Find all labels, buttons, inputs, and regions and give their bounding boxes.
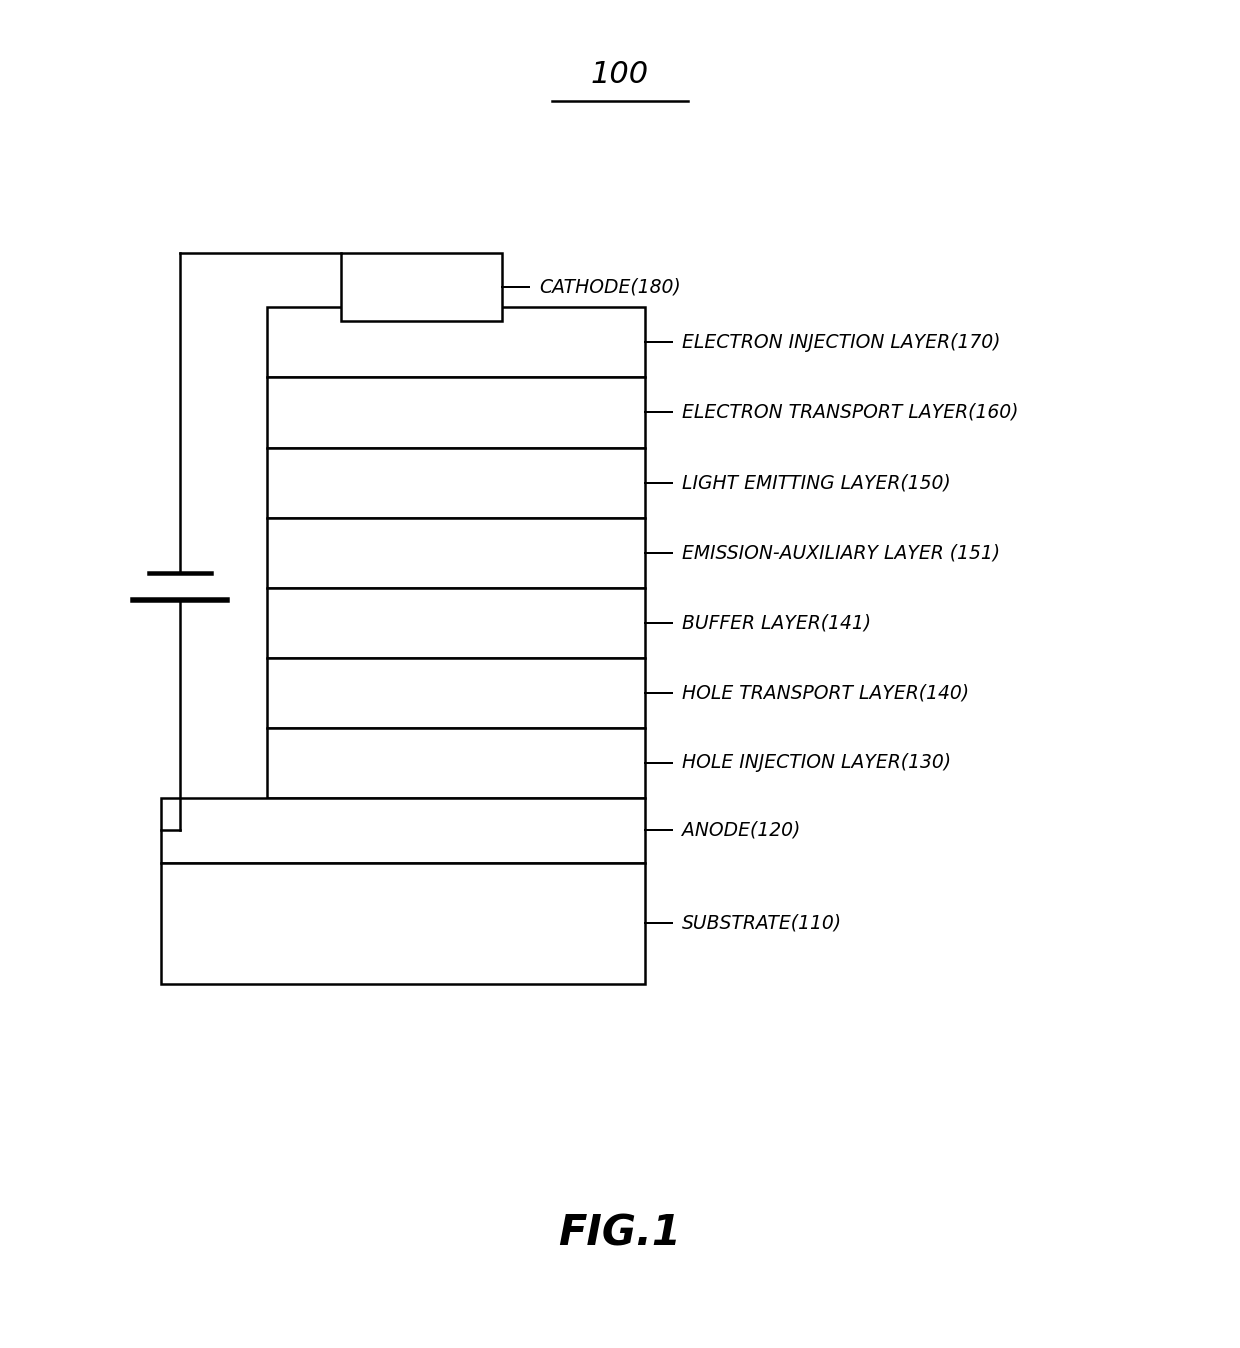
Bar <box>267 588 645 658</box>
Text: HOLE INJECTION LAYER(130): HOLE INJECTION LAYER(130) <box>682 754 951 772</box>
Bar <box>267 377 645 448</box>
Text: HOLE TRANSPORT LAYER(140): HOLE TRANSPORT LAYER(140) <box>682 683 970 702</box>
Text: ELECTRON INJECTION LAYER(170): ELECTRON INJECTION LAYER(170) <box>682 333 1001 352</box>
Bar <box>267 518 645 588</box>
Text: BUFFER LAYER(141): BUFFER LAYER(141) <box>682 613 872 632</box>
Text: SUBSTRATE(110): SUBSTRATE(110) <box>682 914 842 933</box>
Text: EMISSION-AUXILIARY LAYER (151): EMISSION-AUXILIARY LAYER (151) <box>682 543 1001 562</box>
Text: CATHODE(180): CATHODE(180) <box>539 278 681 297</box>
Text: FIG.1: FIG.1 <box>558 1212 682 1255</box>
Text: LIGHT EMITTING LAYER(150): LIGHT EMITTING LAYER(150) <box>682 473 951 492</box>
Bar <box>267 307 645 377</box>
Text: 100: 100 <box>591 59 649 89</box>
Bar <box>267 658 645 728</box>
Bar <box>341 253 502 321</box>
Bar <box>161 798 645 863</box>
Text: ELECTRON TRANSPORT LAYER(160): ELECTRON TRANSPORT LAYER(160) <box>682 403 1018 422</box>
Bar <box>161 863 645 984</box>
Bar <box>267 728 645 798</box>
Bar <box>267 448 645 518</box>
Text: ANODE(120): ANODE(120) <box>682 821 800 840</box>
